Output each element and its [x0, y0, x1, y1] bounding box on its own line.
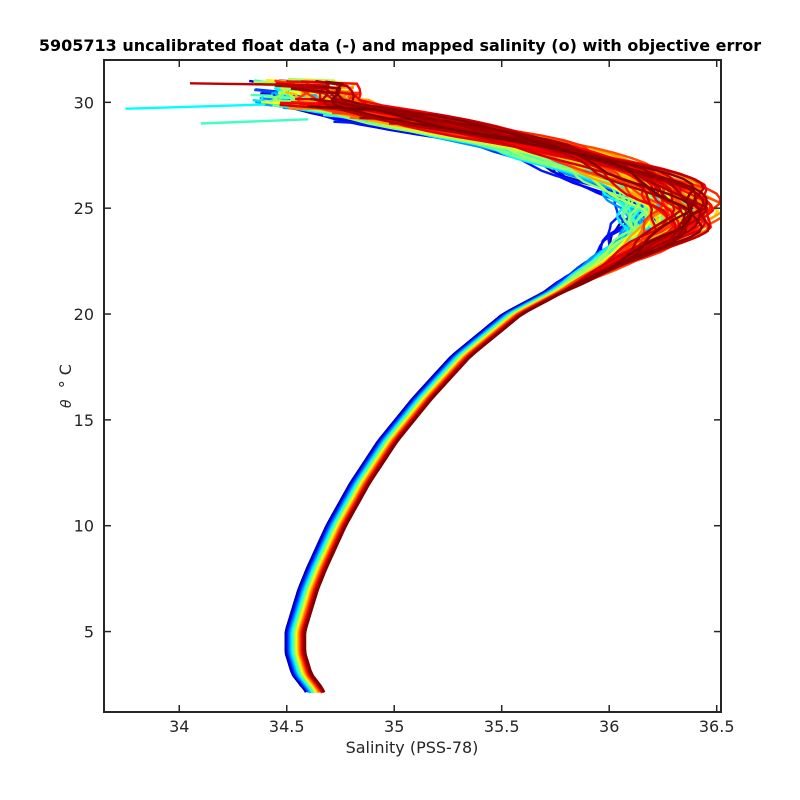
y-tick-label: 5: [84, 623, 94, 642]
x-tick-label: 36: [599, 717, 619, 736]
y-axis-label: θ ° C: [56, 364, 75, 408]
svg-text:θ ° C: θ ° C: [56, 364, 75, 408]
y-axis-label-symbol: θ: [59, 399, 75, 408]
profile-outlier-line: [200, 118, 309, 125]
y-tick-label: 25: [74, 199, 94, 218]
profile-lines: [125, 77, 721, 694]
y-axis-ticks: 5 10 15 20 25 30: [74, 93, 721, 642]
x-tick-label: 34.5: [269, 717, 305, 736]
x-tick-label: 36.5: [699, 717, 735, 736]
y-tick-label: 10: [74, 517, 94, 536]
x-tick-label: 35: [384, 717, 404, 736]
x-axis-ticks: 34 34.5 35 35.5 36 36.5: [169, 60, 735, 736]
profile-outlier-line: [189, 82, 330, 87]
y-axis-label-unit: ° C: [56, 364, 75, 388]
y-tick-label: 15: [74, 411, 94, 430]
x-axis-label: Salinity (PSS-78): [346, 738, 479, 757]
chart-title: 5905713 uncalibrated float data (-) and …: [39, 36, 761, 55]
x-tick-label: 35.5: [484, 717, 520, 736]
y-tick-label: 20: [74, 305, 94, 324]
y-tick-label: 30: [74, 93, 94, 112]
x-tick-label: 34: [169, 717, 189, 736]
profile-outlier-line: [125, 103, 266, 110]
profile-line: [303, 105, 692, 687]
plot-frame: [103, 59, 722, 713]
